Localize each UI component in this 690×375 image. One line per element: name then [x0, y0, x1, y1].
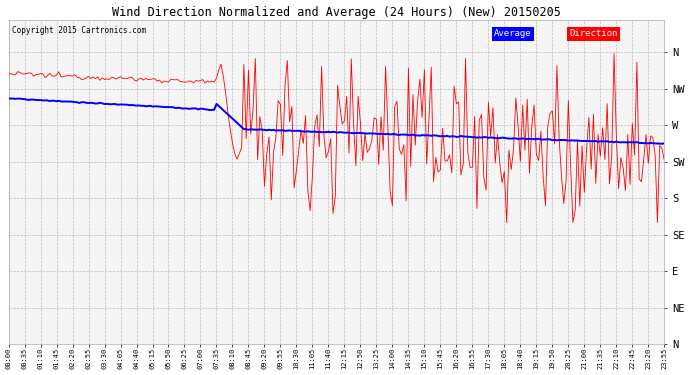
Text: Copyright 2015 Cartronics.com: Copyright 2015 Cartronics.com — [12, 26, 146, 35]
Text: Average: Average — [494, 30, 531, 39]
Text: Direction: Direction — [569, 30, 618, 39]
Title: Wind Direction Normalized and Average (24 Hours) (New) 20150205: Wind Direction Normalized and Average (2… — [112, 6, 561, 18]
